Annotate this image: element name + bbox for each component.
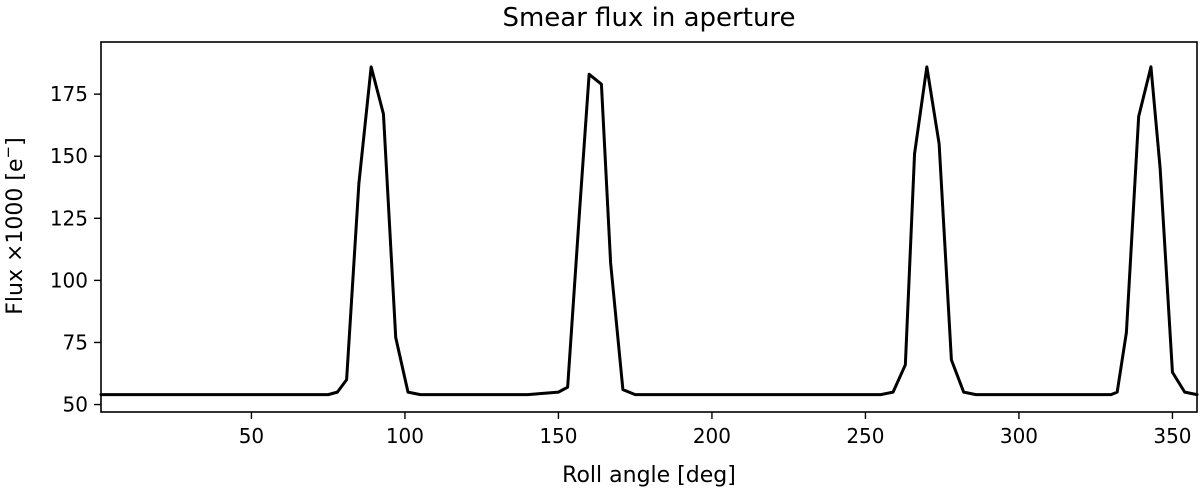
- x-tick-label-250: 250: [846, 424, 884, 448]
- y-tick-label-125: 125: [50, 206, 88, 230]
- y-axis-label: Flux ×1000 [e−]: [0, 137, 28, 314]
- y-tick-label-100: 100: [50, 268, 88, 292]
- plot-frame: [100, 41, 1198, 413]
- y-tick-label-75: 75: [63, 330, 88, 354]
- x-axis-label: Roll angle [deg]: [562, 463, 736, 488]
- x-tick-label-50: 50: [239, 424, 264, 448]
- x-axis: 50 100 150 200 250 300 350: [239, 412, 1192, 448]
- x-tick-label-200: 200: [693, 424, 731, 448]
- x-tick-label-150: 150: [539, 424, 577, 448]
- x-tick-label-100: 100: [386, 424, 424, 448]
- chart-title: Smear flux in aperture: [502, 3, 795, 33]
- y-tick-label-150: 150: [50, 144, 88, 168]
- plot-area: [99, 41, 1199, 413]
- y-axis: 50 75 100 125 150 175: [50, 82, 101, 417]
- y-axis-label-end: ]: [3, 137, 28, 146]
- y-tick-label-175: 175: [50, 82, 88, 106]
- y-tick-label-50: 50: [63, 393, 88, 417]
- y-axis-label-main: Flux ×1000 [e: [3, 158, 28, 314]
- series-line-0: [99, 65, 1199, 397]
- y-axis-label-superscript: −: [0, 146, 17, 159]
- x-tick-label-300: 300: [1000, 424, 1038, 448]
- x-tick-label-350: 350: [1153, 424, 1191, 448]
